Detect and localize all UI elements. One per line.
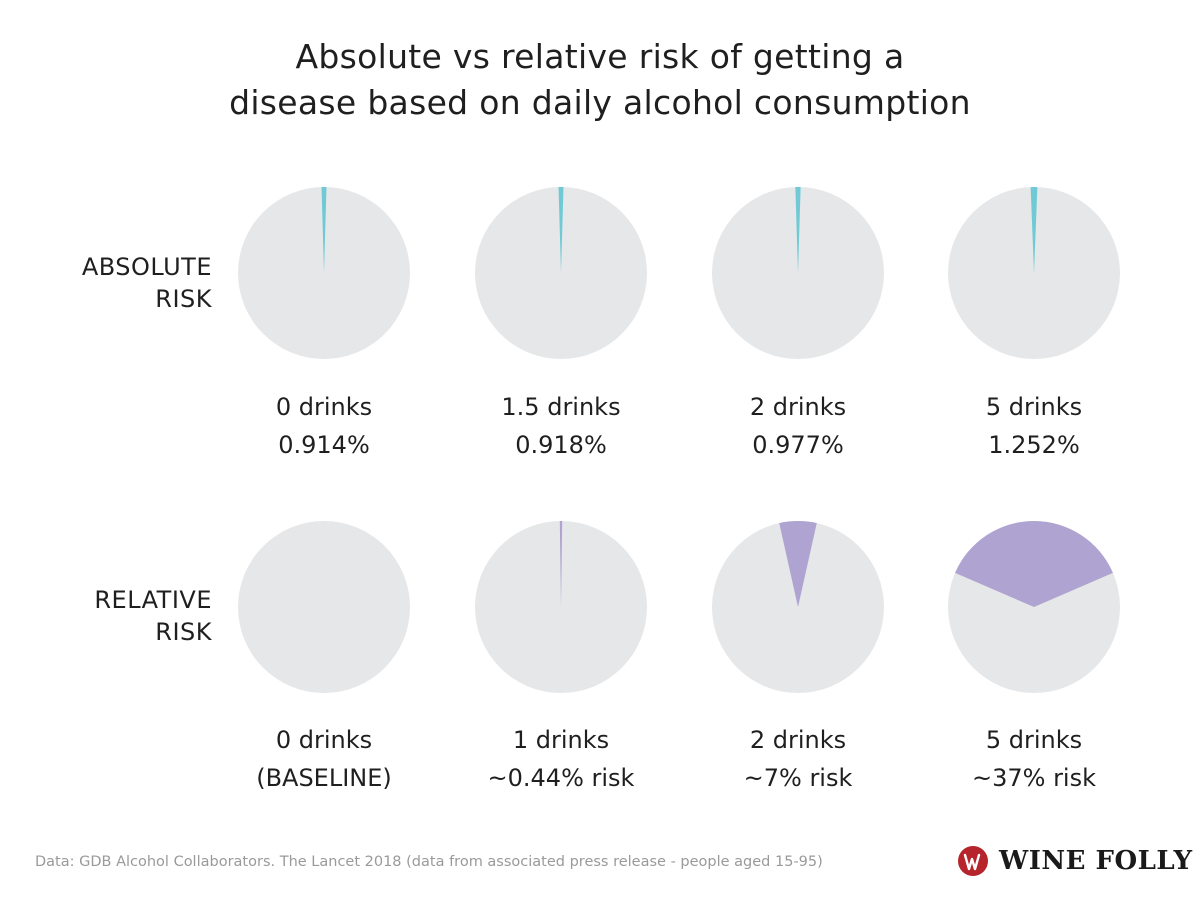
absolute-pie-value-label-1: 0.918% [515, 431, 607, 459]
absolute-pie-category-label-3: 5 drinks [985, 393, 1083, 421]
relative-pie-value-label-0: (BASELINE) [256, 764, 392, 792]
absolute-pie-category-label-2: 2 drinks [749, 393, 847, 421]
relative-pie-background-0 [238, 521, 410, 693]
row-label-absolute-line-1: ABSOLUTE [81, 253, 212, 281]
relative-pie-caption-1: 1 drinks ~0.44% risk [431, 721, 691, 797]
relative-pie-category-label-3: 5 drinks [985, 726, 1083, 754]
absolute-pie-caption-1: 1.5 drinks 0.918% [431, 388, 691, 464]
absolute-pie-slice-3 [1030, 187, 1038, 273]
relative-pie-value-label-2: ~7% risk [743, 764, 853, 792]
row-label-relative-line-2: RISK [155, 618, 212, 646]
wine-folly-logo-icon [958, 846, 988, 876]
row-label-relative-line-1: RELATIVE [94, 586, 212, 614]
title-line-1: Absolute vs relative risk of getting a [295, 37, 905, 76]
relative-pie-value-label-1: ~0.44% risk [487, 764, 635, 792]
relative-pie-slice-3 [955, 520, 1113, 607]
chart-title: Absolute vs relative risk of getting a d… [0, 34, 1200, 126]
relative-pie-slice-1 [559, 521, 563, 607]
relative-pie-value-label-3: ~37% risk [971, 764, 1097, 792]
absolute-pie-slice-0 [321, 187, 327, 273]
brand-logo: WINE FOLLY [957, 843, 1193, 879]
brand-name: WINE FOLLY [999, 846, 1193, 876]
absolute-pie-category-label-0: 0 drinks [275, 393, 373, 421]
row-label-absolute-risk: ABSOLUTE RISK [12, 251, 212, 315]
relative-pie-category-label-0: 0 drinks [275, 726, 373, 754]
row-label-relative-risk: RELATIVE RISK [12, 584, 212, 648]
relative-pie-caption-2: 2 drinks ~7% risk [668, 721, 928, 797]
absolute-pie-caption-0: 0 drinks 0.914% [194, 388, 454, 464]
absolute-pie-caption-3: 5 drinks 1.252% [904, 388, 1164, 464]
relative-pie-caption-0: 0 drinks (BASELINE) [194, 721, 454, 797]
row-label-absolute-line-2: RISK [155, 285, 212, 313]
source-note: Data: GDB Alcohol Collaborators. The Lan… [35, 854, 823, 870]
relative-pie-slice-2 [779, 520, 817, 607]
absolute-pie-value-label-0: 0.914% [278, 431, 370, 459]
relative-pie-caption-3: 5 drinks ~37% risk [904, 721, 1164, 797]
absolute-pie-category-label-1: 1.5 drinks [501, 393, 621, 421]
relative-pie-category-label-1: 1 drinks [512, 726, 610, 754]
title-line-2: disease based on daily alcohol consumpti… [229, 83, 971, 122]
absolute-pie-caption-2: 2 drinks 0.977% [668, 388, 928, 464]
absolute-pie-value-label-2: 0.977% [752, 431, 844, 459]
relative-pie-category-label-2: 2 drinks [749, 726, 847, 754]
absolute-pie-slice-1 [558, 187, 564, 273]
absolute-pie-value-label-3: 1.252% [988, 431, 1080, 459]
absolute-pie-slice-2 [795, 186, 801, 273]
